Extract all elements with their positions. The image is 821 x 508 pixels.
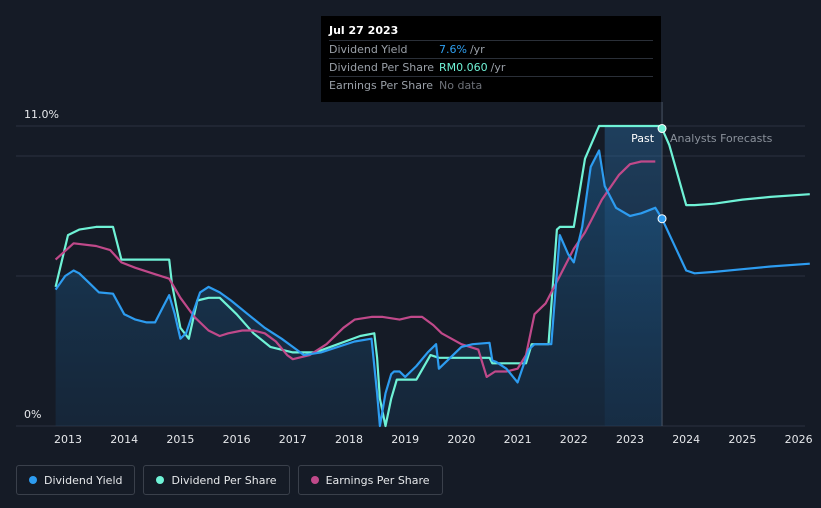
dividend-per-share-line [54,124,810,428]
tooltip-unit: /yr [469,43,485,56]
dividend-yield-marker [657,214,667,224]
legend-label: Dividend Per Share [171,473,277,487]
x-tick-label: 2019 [391,433,419,446]
tooltip-value: No data [439,79,483,92]
dividend-yield-area [55,150,663,426]
x-tick-label: 2014 [110,433,138,446]
tooltip-row-dividend-per-share: Dividend Per Share RM0.060 /yr [329,58,653,76]
hover-tooltip: Jul 27 2023 Dividend Yield 7.6% /yr Divi… [321,16,661,102]
tooltip-label: Earnings Per Share [329,79,434,92]
legend-label: Earnings Per Share [325,473,430,487]
y-axis-bottom-label: 0% [24,408,41,421]
y-axis-top-label: 11.0% [24,108,59,121]
tooltip-label: Dividend Per Share [329,61,435,74]
tooltip-row-earnings-per-share: Earnings Per Share No data [329,76,653,94]
x-tick-label: 2015 [166,433,194,446]
dividend-yield-line [54,149,810,428]
x-tick-label: 2016 [223,433,251,446]
x-tick-label: 2023 [616,433,644,446]
tooltip-label: Dividend Yield [329,43,408,56]
legend-dividend-yield[interactable]: Dividend Yield [16,465,136,495]
forecast-label: Analysts Forecasts [670,132,773,145]
x-tick-label: 2024 [672,433,700,446]
x-tick-label: 2020 [447,433,475,446]
tooltip-value: 7.6% [439,43,467,56]
x-tick-label: 2026 [785,433,813,446]
legend-dot-icon [29,476,37,484]
past-label: Past [631,132,655,145]
legend-dot-icon [156,476,165,484]
tooltip-date: Jul 27 2023 [329,24,399,37]
legend-dividend-per-share[interactable]: Dividend Per Share [143,465,290,495]
tooltip-row-dividend-yield: Dividend Yield 7.6% /yr [329,40,653,58]
earnings-per-share-line [54,160,656,378]
x-tick-label: 2017 [279,433,307,446]
x-tick-label: 2018 [335,433,363,446]
legend-earnings-per-share[interactable]: Earnings Per Share [297,465,443,495]
dividend-per-share-marker [657,124,667,134]
x-tick-label: 2021 [504,433,532,446]
tooltip-unit: /yr [490,61,506,74]
tooltip-value: RM0.060 [439,61,488,74]
legend-label: Dividend Yield [44,473,123,487]
legend-dot-icon [310,476,319,484]
x-tick-label: 2025 [728,433,756,446]
chart-legend: Dividend Yield Dividend Per Share Earnin… [16,465,443,495]
x-tick-label: 2013 [54,433,82,446]
x-tick-label: 2022 [560,433,588,446]
